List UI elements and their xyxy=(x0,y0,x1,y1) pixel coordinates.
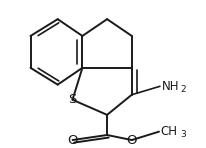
Text: S: S xyxy=(68,93,76,106)
Text: CH: CH xyxy=(160,125,177,138)
Text: 2: 2 xyxy=(180,85,185,94)
Text: O: O xyxy=(126,133,136,147)
Text: NH: NH xyxy=(161,80,178,93)
Text: 3: 3 xyxy=(179,130,185,139)
Text: O: O xyxy=(67,133,77,147)
